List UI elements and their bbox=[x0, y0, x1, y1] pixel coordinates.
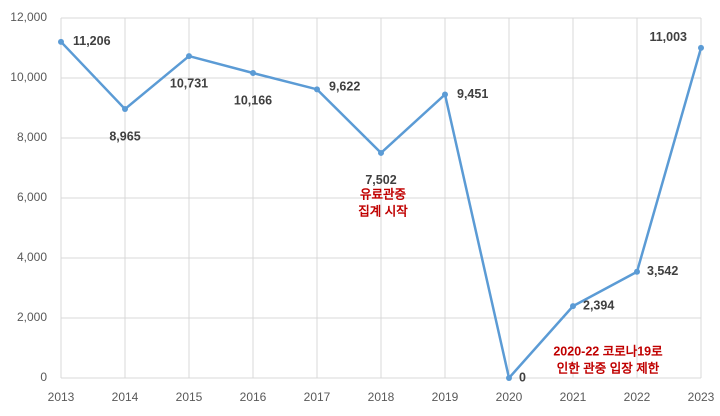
annotation: 유료관중 bbox=[360, 186, 407, 201]
value-label: 9,451 bbox=[457, 87, 488, 101]
point bbox=[634, 268, 640, 275]
value-label: 3,542 bbox=[647, 264, 678, 278]
y-tick-label: 4,000 bbox=[17, 250, 47, 264]
annotation: 인한 관중 입장 제한 bbox=[557, 360, 660, 375]
x-tick-label: 2021 bbox=[560, 390, 587, 404]
value-label: 2,394 bbox=[583, 298, 614, 312]
y-tick-label: 0 bbox=[40, 370, 47, 384]
value-label: 11,206 bbox=[73, 34, 111, 48]
x-tick-label: 2017 bbox=[304, 390, 331, 404]
point bbox=[506, 375, 512, 381]
point bbox=[314, 86, 320, 93]
value-label: 9,622 bbox=[329, 80, 360, 94]
value-label: 11,003 bbox=[649, 30, 687, 44]
point bbox=[698, 44, 704, 51]
point bbox=[250, 70, 256, 77]
y-tick-label: 10,000 bbox=[10, 70, 47, 84]
annotation: 집계 시작 bbox=[358, 203, 408, 218]
point bbox=[186, 53, 192, 60]
value-label: 0 bbox=[519, 370, 526, 384]
x-tick-label: 2023 bbox=[688, 390, 715, 404]
x-tick-label: 2014 bbox=[112, 390, 139, 404]
x-tick-label: 2022 bbox=[624, 390, 651, 404]
x-tick-label: 2015 bbox=[176, 390, 203, 404]
y-tick-label: 8,000 bbox=[17, 130, 47, 144]
y-tick-label: 6,000 bbox=[17, 190, 47, 204]
point bbox=[570, 303, 576, 310]
x-tick-label: 2013 bbox=[48, 390, 75, 404]
value-label: 10,166 bbox=[234, 93, 272, 107]
point bbox=[122, 106, 128, 113]
y-tick-label: 2,000 bbox=[17, 310, 47, 324]
x-tick-label: 2018 bbox=[368, 390, 395, 404]
annotation: 2020-22 코로나19로 bbox=[553, 343, 663, 358]
x-tick-label: 2019 bbox=[432, 390, 459, 404]
x-tick-label: 2020 bbox=[496, 390, 523, 404]
value-label: 8,965 bbox=[109, 129, 140, 143]
x-tick-label: 2016 bbox=[240, 390, 267, 404]
point bbox=[58, 38, 64, 45]
y-tick-label: 12,000 bbox=[10, 10, 47, 24]
value-label: 10,731 bbox=[170, 76, 208, 90]
point bbox=[378, 149, 384, 156]
point bbox=[442, 91, 448, 98]
value-label: 7,502 bbox=[365, 173, 396, 187]
